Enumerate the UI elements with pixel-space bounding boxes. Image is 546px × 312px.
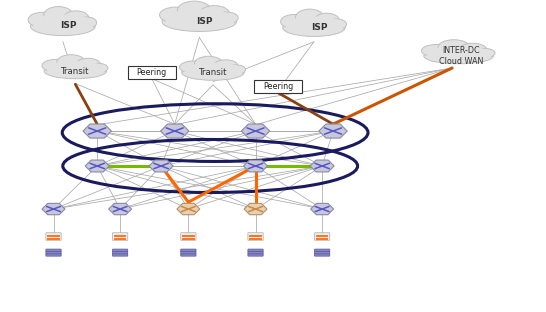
Bar <box>250 239 262 240</box>
Bar <box>316 235 328 236</box>
Ellipse shape <box>44 63 106 79</box>
FancyBboxPatch shape <box>248 233 263 240</box>
Bar <box>250 238 262 239</box>
Ellipse shape <box>162 12 236 32</box>
Ellipse shape <box>200 6 229 21</box>
Bar <box>114 235 126 236</box>
Text: ISP: ISP <box>311 23 328 32</box>
FancyBboxPatch shape <box>181 251 196 254</box>
Bar <box>250 235 262 236</box>
FancyBboxPatch shape <box>46 254 61 256</box>
Ellipse shape <box>213 60 238 72</box>
Ellipse shape <box>424 48 494 64</box>
FancyBboxPatch shape <box>181 254 196 256</box>
FancyBboxPatch shape <box>254 80 302 93</box>
Ellipse shape <box>427 46 490 59</box>
Bar <box>316 238 328 239</box>
Bar <box>48 235 60 236</box>
Ellipse shape <box>327 19 347 30</box>
Ellipse shape <box>182 65 244 80</box>
FancyBboxPatch shape <box>112 233 128 240</box>
FancyBboxPatch shape <box>46 249 61 251</box>
Ellipse shape <box>185 63 241 75</box>
Bar <box>114 239 126 240</box>
FancyBboxPatch shape <box>248 254 263 256</box>
Bar <box>182 238 194 239</box>
Ellipse shape <box>225 65 246 74</box>
Ellipse shape <box>76 17 97 28</box>
FancyBboxPatch shape <box>248 249 263 251</box>
Text: ISP: ISP <box>197 17 213 26</box>
FancyBboxPatch shape <box>314 249 330 251</box>
Ellipse shape <box>28 12 56 27</box>
Text: Transit: Transit <box>61 67 90 76</box>
Ellipse shape <box>286 17 342 31</box>
FancyBboxPatch shape <box>112 251 128 254</box>
Bar <box>114 236 126 237</box>
Ellipse shape <box>438 40 470 55</box>
Bar <box>316 239 328 240</box>
Ellipse shape <box>57 55 85 70</box>
FancyBboxPatch shape <box>46 251 61 254</box>
Ellipse shape <box>31 17 95 36</box>
Ellipse shape <box>63 11 89 26</box>
Bar <box>316 236 328 237</box>
Ellipse shape <box>47 61 104 74</box>
FancyBboxPatch shape <box>112 254 128 256</box>
FancyBboxPatch shape <box>314 251 330 254</box>
Ellipse shape <box>459 43 486 56</box>
Ellipse shape <box>76 58 100 71</box>
Ellipse shape <box>184 67 242 79</box>
FancyBboxPatch shape <box>314 254 330 256</box>
FancyBboxPatch shape <box>314 233 330 240</box>
Text: ISP: ISP <box>60 22 76 30</box>
FancyBboxPatch shape <box>181 249 196 251</box>
Ellipse shape <box>180 61 206 73</box>
Ellipse shape <box>422 45 452 57</box>
Ellipse shape <box>164 15 234 30</box>
Ellipse shape <box>42 60 69 72</box>
Bar <box>48 236 60 237</box>
Ellipse shape <box>44 7 73 24</box>
Ellipse shape <box>159 7 192 23</box>
Ellipse shape <box>426 51 491 62</box>
Text: Peering: Peering <box>263 82 294 91</box>
Bar <box>182 236 194 237</box>
Text: Transit: Transit <box>199 68 227 77</box>
Ellipse shape <box>194 56 223 71</box>
FancyBboxPatch shape <box>181 233 196 240</box>
FancyBboxPatch shape <box>112 249 128 251</box>
FancyBboxPatch shape <box>248 251 263 254</box>
Ellipse shape <box>473 48 495 58</box>
Ellipse shape <box>46 66 104 77</box>
Ellipse shape <box>314 13 339 27</box>
Bar <box>250 236 262 237</box>
Ellipse shape <box>285 22 343 35</box>
Ellipse shape <box>215 12 238 24</box>
Text: INTER-DC
Cloud WAN: INTER-DC Cloud WAN <box>439 46 484 66</box>
Text: Peering: Peering <box>136 68 167 77</box>
Ellipse shape <box>281 15 307 29</box>
Ellipse shape <box>88 63 108 73</box>
FancyBboxPatch shape <box>128 66 176 79</box>
Bar <box>182 239 194 240</box>
Ellipse shape <box>295 9 324 26</box>
Bar <box>114 238 126 239</box>
Bar <box>182 235 194 236</box>
Ellipse shape <box>165 9 233 25</box>
Bar <box>48 239 60 240</box>
Ellipse shape <box>177 1 211 20</box>
Bar <box>48 238 60 239</box>
Ellipse shape <box>33 20 93 34</box>
Ellipse shape <box>33 14 92 30</box>
FancyBboxPatch shape <box>46 233 61 240</box>
Ellipse shape <box>283 19 345 37</box>
